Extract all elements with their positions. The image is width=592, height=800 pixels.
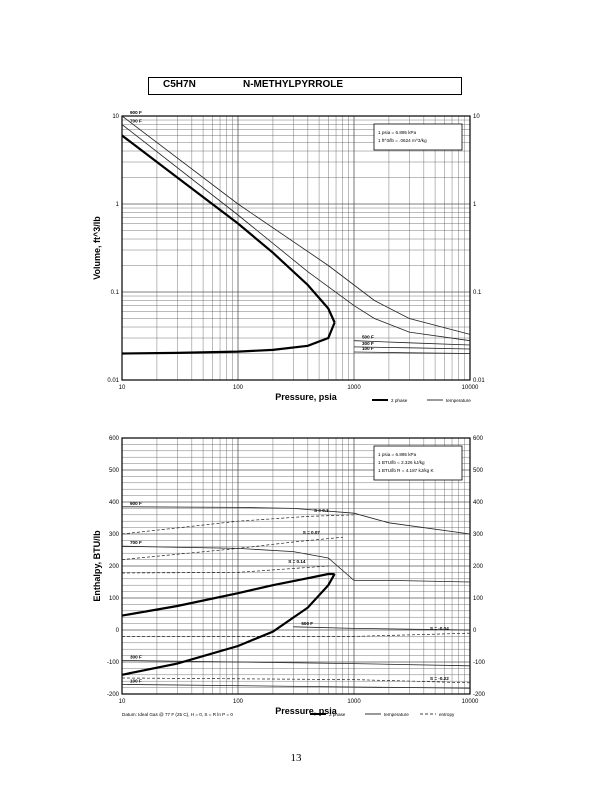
chart2-notes-box: [373, 445, 463, 481]
chart2-y-tick-label-right: 100: [473, 596, 484, 602]
chart2-y-tick-label-left: 400: [109, 500, 120, 506]
chart1-y-tick-label-right: 0.01: [473, 378, 485, 384]
chart2-y-tick-label-left: 100: [109, 596, 120, 602]
chart2-two-phase-vapor: [121, 572, 335, 617]
chart1-isotherm-label: 500 F: [362, 335, 374, 340]
chart2-x-tick-label: 100: [233, 699, 244, 705]
chart2-note-text: 1 BTU/lb = 2.326 kJ/kg: [378, 460, 425, 465]
chart1-isotherm-label: 100 F: [362, 346, 374, 351]
chart1-isotherm-label: 300 F: [362, 341, 374, 346]
chart2-frame: [121, 437, 471, 695]
chart2-y-tick-label-right: 300: [473, 532, 484, 538]
chart2-y-tick-label-left: 300: [109, 532, 120, 538]
chart2-entropy-label: S = -0.04: [430, 626, 449, 631]
chart2-isotherm-500f: [293, 626, 471, 631]
chart2-y-tick-label-right: 0: [473, 628, 477, 634]
chart2-y-axis-label: Enthalpy, BTU/lb: [92, 530, 102, 602]
chart1-legend-label: temperature: [446, 398, 471, 403]
chart2-entropy-label: S = -0.22: [430, 676, 449, 681]
chart2-x-tick-label: 10: [119, 699, 126, 705]
chart1-y-tick-label-left: 0.01: [107, 378, 119, 384]
chart1-isotherm-500f: [353, 340, 471, 346]
chart2-isotherm-label: 900 F: [130, 501, 142, 506]
chart1-isotherm-900f: [121, 115, 471, 335]
chart1-isotherm-700f: [121, 124, 471, 342]
chart1-x-tick-label: 1000: [347, 385, 361, 391]
chart1-isotherm-label: 700 F: [130, 119, 142, 124]
chart2-entropy-label: S = 0.07: [303, 530, 321, 535]
chart1-y-tick-label-left: 1: [116, 202, 120, 208]
chart1-y-tick-label-left: 0.1: [111, 290, 120, 296]
chart2-legend-label: entropy: [439, 712, 455, 717]
chart2-note-text: 1 BTU/lb R = 4.187 kJ/kg K: [378, 468, 434, 473]
chart2-x-tick-label: 1000: [347, 699, 361, 705]
chart1-legend-label: 2 phase: [391, 398, 408, 403]
chart2-isotherm-300f: [121, 660, 471, 667]
chart2-x-tick-label: 10000: [462, 699, 479, 705]
title-box: C5H7N N-METHYLPYRROLE: [148, 77, 462, 95]
chart2-entropy-label: S = 0.14: [288, 559, 306, 564]
chemical-formula: C5H7N: [163, 79, 196, 90]
chart2-entropy-line: [121, 565, 329, 574]
chart1-y-axis-label: Volume, ft^3/lb: [92, 216, 102, 280]
page-number: 13: [290, 752, 302, 764]
chart2-isotherm-label: 500 F: [301, 621, 313, 626]
chart2-entropy-line: [122, 632, 471, 637]
chart2-y-tick-label-right: 600: [473, 436, 484, 442]
chart2-y-tick-label-right: -200: [473, 692, 486, 698]
chart1-frame: [121, 115, 471, 381]
chart2-y-tick-label-left: -200: [107, 692, 120, 698]
chart2-entropy-label: S = 0.3: [314, 508, 329, 513]
chemical-name: N-METHYLPYRROLE: [243, 79, 343, 90]
chart2-y-tick-label-right: 200: [473, 564, 484, 570]
chart2-isotherm-100f: [121, 684, 471, 689]
chart1-isotherm-label: 900 F: [130, 110, 142, 115]
chart1-y-tick-label-right: 1: [473, 202, 477, 208]
chart2-two-phase-liquid: [121, 573, 336, 676]
chart2-y-tick-label-right: 500: [473, 468, 484, 474]
chart2-y-tick-label-right: 400: [473, 500, 484, 506]
chart2-isotherm-label: 700 F: [130, 540, 142, 545]
chart1-note-text: 1 ft^3/lb = .0624 m^3/kg: [378, 138, 427, 143]
chart2-legend-label: temperature: [384, 712, 409, 717]
chart2-y-tick-label-right: -100: [473, 660, 486, 666]
chart2-x-axis-label: Pressure, psia: [275, 706, 338, 716]
chart1-y-tick-label-left: 10: [112, 114, 119, 120]
chart2-datum-note: Datum: Ideal Gas @ 77 F (25 C), H = 0, S…: [122, 712, 233, 717]
chart2-isotherm-label: 100 F: [130, 678, 142, 683]
chart2-y-tick-label-left: 0: [116, 628, 120, 634]
chart1-x-axis-label: Pressure, psia: [275, 392, 338, 402]
chart2-note-text: 1 psia = 6.895 kPa: [378, 452, 417, 457]
chart2-entropy-line: [121, 536, 343, 560]
chart2-y-tick-label-left: 200: [109, 564, 120, 570]
chart1-x-tick-label: 100: [233, 385, 244, 391]
chart2-legend-label: 2 phase: [329, 712, 346, 717]
chart2-entropy-line: [121, 514, 355, 535]
chart1-notes-box: [373, 123, 463, 151]
chart1-y-tick-label-right: 10: [473, 114, 480, 120]
chart2-isotherm-700f: [121, 545, 471, 583]
chart1-y-tick-label-right: 0.1: [473, 290, 482, 296]
chart1-note-text: 1 psia = 6.895 kPa: [378, 130, 417, 135]
chart2-isotherm-label: 300 F: [130, 654, 142, 659]
chart1-x-tick-label: 10: [119, 385, 126, 391]
chart2-y-tick-label-left: 500: [109, 468, 120, 474]
chart1-two-phase-liquid: [121, 322, 336, 355]
chart2-isotherm-900f: [121, 506, 471, 535]
chart2-y-tick-label-left: -100: [107, 660, 120, 666]
chart1-isotherm-100f: [353, 351, 471, 354]
chart1-isotherm-300f: [353, 346, 471, 350]
chart1-two-phase-vapor: [121, 134, 336, 323]
chart2-entropy-line: [121, 677, 471, 684]
chart1-x-tick-label: 10000: [462, 385, 479, 391]
chart2-y-tick-label-left: 600: [109, 436, 120, 442]
